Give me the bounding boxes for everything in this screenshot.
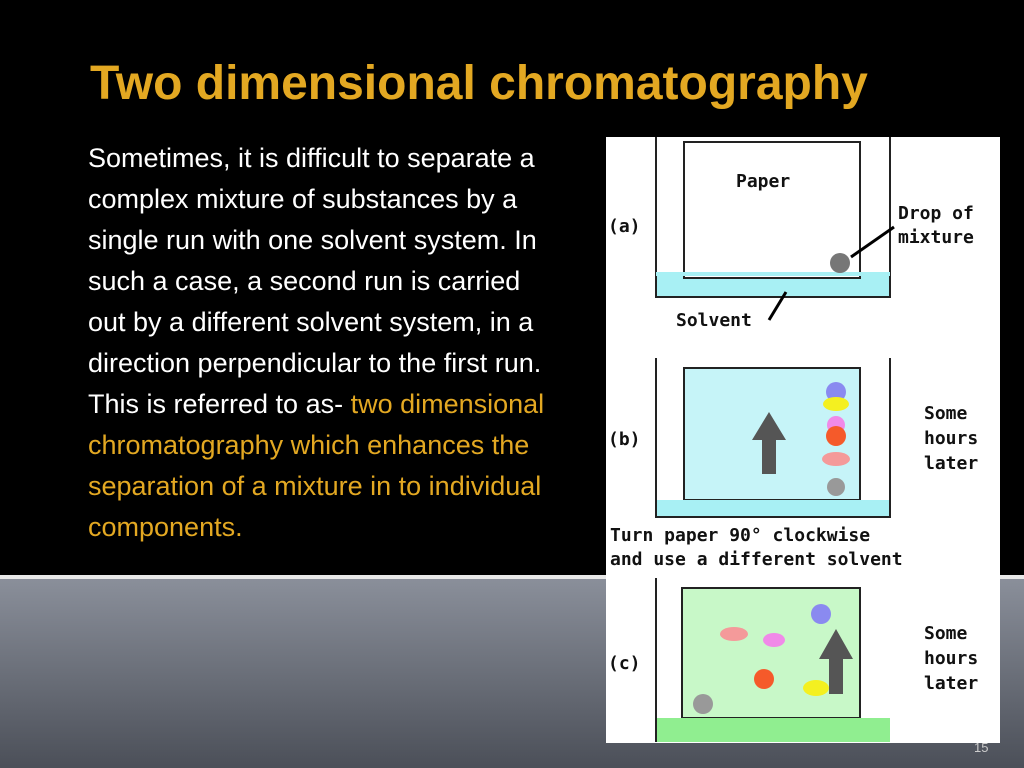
spot: [720, 627, 748, 641]
instruction: Turn paper 90° clockwise: [610, 525, 870, 546]
spot: [763, 633, 785, 647]
direction-arrow: [752, 412, 786, 474]
panel-label: (c): [608, 653, 641, 674]
figure: (a) Paper Drop of mixture Solvent (b) So…: [606, 137, 1000, 743]
paper: [683, 141, 861, 279]
body-plain: Sometimes, it is difficult to separate a…: [88, 143, 542, 419]
page-number: 15: [974, 740, 989, 755]
spot: [693, 694, 713, 714]
solvent-label: Solvent: [676, 310, 752, 331]
solvent-line: [656, 272, 890, 276]
spot: [827, 478, 845, 496]
spot: [826, 426, 846, 446]
arrow: [850, 225, 895, 259]
paper-label: Paper: [736, 171, 790, 192]
spot: [803, 680, 829, 696]
spot: [822, 452, 850, 466]
beaker: [655, 358, 891, 518]
direction-arrow: [819, 629, 853, 694]
arrow: [767, 291, 788, 321]
note: hours: [924, 428, 978, 449]
body-text: Sometimes, it is difficult to separate a…: [88, 138, 548, 548]
spot: [811, 604, 831, 624]
body-highlight: two dimensional chromatography which enh…: [88, 389, 545, 542]
note: Some: [924, 403, 968, 424]
instruction: and use a different solvent: [610, 549, 903, 570]
spot: [823, 397, 849, 411]
drop-label: Drop of: [898, 203, 974, 224]
solvent: [656, 718, 890, 742]
note: later: [924, 673, 978, 694]
slide-title: Two dimensional chromatography: [90, 57, 868, 110]
panel-label: (b): [608, 429, 641, 450]
drop: [830, 253, 850, 273]
note: Some: [924, 623, 968, 644]
panel-label: (a): [608, 216, 641, 237]
note: hours: [924, 648, 978, 669]
note: later: [924, 453, 978, 474]
spot: [754, 669, 774, 689]
beaker: [655, 137, 891, 298]
drop-label: mixture: [898, 227, 974, 248]
solvent: [656, 500, 890, 517]
spot: [826, 382, 846, 402]
